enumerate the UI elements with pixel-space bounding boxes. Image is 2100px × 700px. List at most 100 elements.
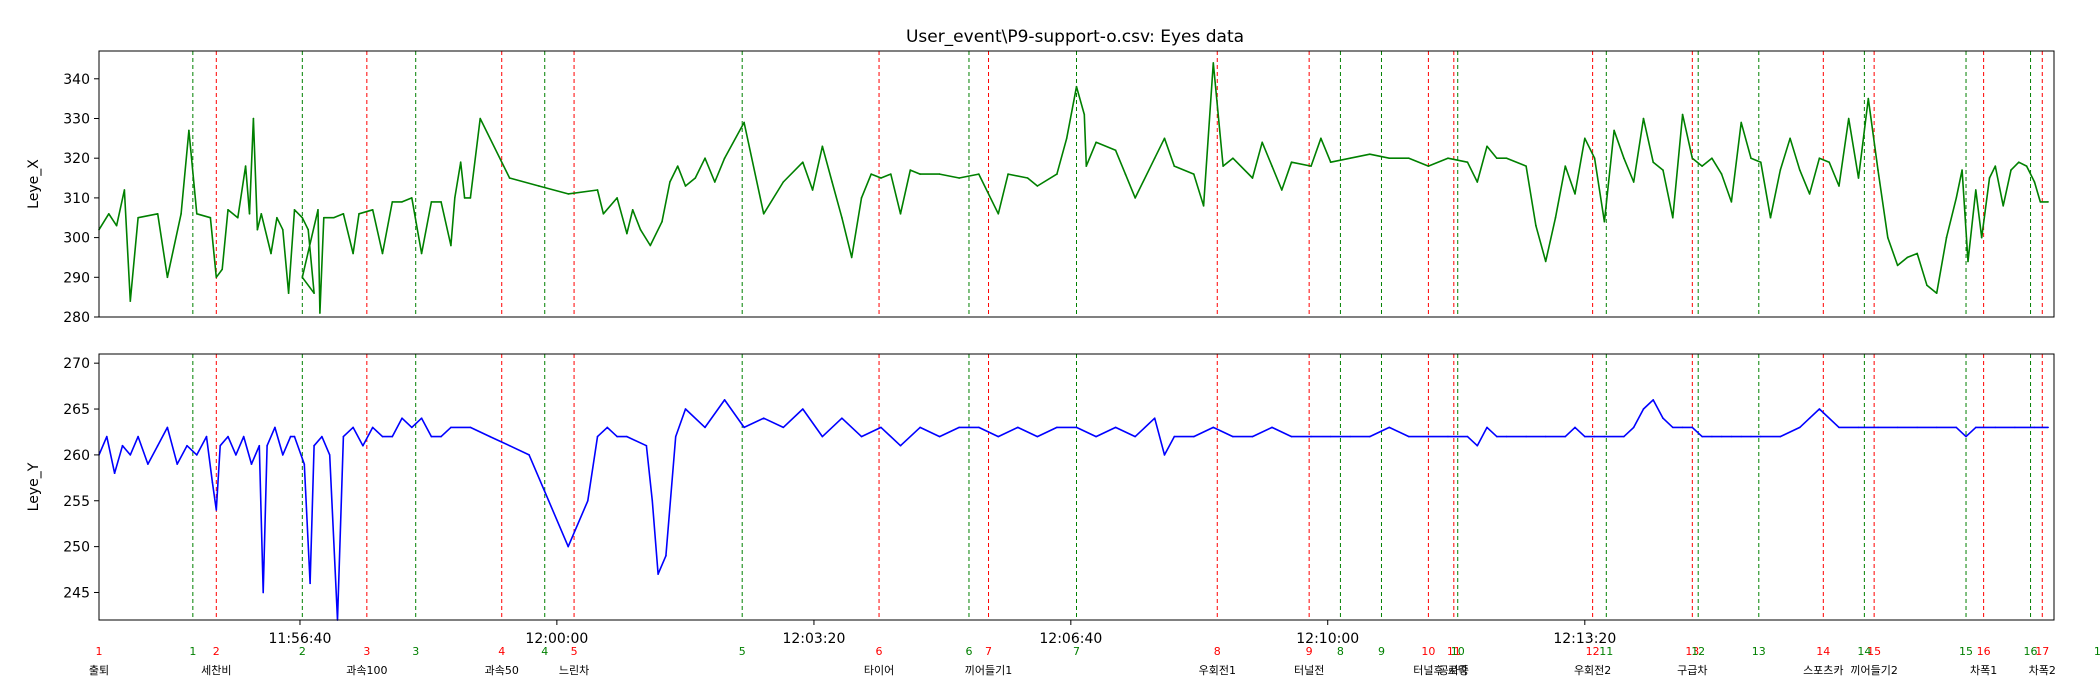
data-point-leye-y-50 xyxy=(567,545,569,548)
data-point-leye-y-34 xyxy=(352,426,354,429)
data-point-leye-y-78 xyxy=(1017,426,1019,429)
data-point-leye-x-99 xyxy=(1124,173,1127,175)
event-number-14-red: 14 xyxy=(1816,645,1830,658)
data-point-leye-y-139 xyxy=(1955,426,1958,429)
data-point-leye-x-8 xyxy=(180,212,182,215)
event-name-28: 끼어들기2 xyxy=(1850,664,1897,677)
data-point-leye-y-75 xyxy=(958,426,960,429)
data-point-leye-x-182 xyxy=(2025,165,2028,167)
data-point-leye-x-119 xyxy=(1388,157,1391,159)
data-point-leye-x-101 xyxy=(1153,157,1156,159)
event-number-7-red: 7 xyxy=(985,645,992,658)
data-point-leye-x-76 xyxy=(841,216,843,219)
data-point-leye-y-60 xyxy=(674,435,677,438)
data-point-leye-y-59 xyxy=(665,554,667,557)
data-point-leye-x-121 xyxy=(1427,165,1430,167)
data-point-leye-y-81 xyxy=(1075,426,1078,429)
event-number-15-green: 15 xyxy=(1959,645,1973,658)
y-axis-label-leye-x: Leye_X xyxy=(26,159,42,209)
data-point-leye-x-183 xyxy=(2033,181,2036,183)
data-point-leye-y-55 xyxy=(626,435,628,438)
data-point-leye-y-140 xyxy=(1965,435,1967,438)
data-point-leye-x-90 xyxy=(1026,177,1029,179)
data-point-leye-y-127 xyxy=(1750,435,1752,438)
data-point-leye-x-177 xyxy=(1988,177,1991,179)
data-point-leye-x-48 xyxy=(463,197,466,199)
data-point-leye-y-136 xyxy=(1896,426,1899,429)
data-point-leye-x-97 xyxy=(1095,141,1097,144)
event-name-6: 과속50 xyxy=(485,664,519,677)
data-point-leye-x-84 xyxy=(919,173,921,175)
event-number-2-red: 2 xyxy=(213,645,220,658)
data-point-leye-x-178 xyxy=(1994,165,1997,167)
data-point-leye-x-57 xyxy=(626,232,628,235)
event-number-10-green: 10 xyxy=(1451,645,1465,658)
data-point-leye-x-126 xyxy=(1496,157,1498,159)
data-point-leye-x-153 xyxy=(1769,216,1772,219)
data-point-leye-x-160 xyxy=(1838,185,1840,187)
y-tick-label-leye-x-280: 280 xyxy=(63,310,90,326)
data-point-leye-y-12 xyxy=(205,435,208,438)
data-point-leye-y-103 xyxy=(1476,444,1479,447)
data-point-leye-y-4 xyxy=(129,454,132,456)
data-point-leye-y-92 xyxy=(1271,426,1273,429)
data-point-leye-y-17 xyxy=(235,454,237,456)
data-point-leye-x-100 xyxy=(1134,197,1136,199)
data-point-leye-x-110 xyxy=(1261,141,1264,144)
event-name-18: 터널후 xyxy=(1413,664,1443,677)
data-point-leye-x-12 xyxy=(215,276,218,279)
data-point-leye-x-59 xyxy=(639,228,642,231)
event-number-4-green: 4 xyxy=(541,645,548,658)
data-point-leye-x-118 xyxy=(1368,153,1371,156)
data-point-leye-x-47 xyxy=(459,161,462,163)
y-tick-label-leye-y-250: 250 xyxy=(63,540,90,556)
data-point-leye-x-161 xyxy=(1847,117,1850,120)
data-point-leye-x-95 xyxy=(1083,113,1086,116)
data-point-leye-y-120 xyxy=(1681,426,1684,429)
data-point-leye-y-2 xyxy=(113,472,116,475)
data-point-leye-x-148 xyxy=(1720,173,1723,175)
data-point-leye-x-15 xyxy=(237,216,239,219)
data-point-leye-x-35 xyxy=(352,252,354,255)
data-point-leye-x-46 xyxy=(454,197,456,199)
data-point-leye-x-180 xyxy=(2010,169,2012,171)
data-point-leye-x-49 xyxy=(469,197,472,199)
event-number-12-red: 12 xyxy=(1586,645,1600,658)
data-point-leye-x-128 xyxy=(1525,165,1527,167)
data-point-leye-y-14 xyxy=(215,509,218,511)
data-point-leye-x-41 xyxy=(411,197,413,199)
data-point-leye-x-132 xyxy=(1564,165,1567,167)
data-point-leye-x-150 xyxy=(1740,121,1742,124)
data-point-leye-y-114 xyxy=(1623,435,1625,438)
event-number-16-red: 16 xyxy=(1977,645,1991,658)
data-point-leye-x-159 xyxy=(1828,161,1830,163)
data-point-leye-x-179 xyxy=(2002,205,2004,207)
data-point-leye-y-101 xyxy=(1447,435,1449,438)
data-point-leye-x-60 xyxy=(649,244,652,247)
data-point-leye-x-146 xyxy=(1701,165,1703,167)
data-point-leye-x-125 xyxy=(1486,145,1488,148)
data-point-leye-x-105 xyxy=(1202,205,1205,207)
data-point-leye-y-49 xyxy=(547,499,550,502)
data-point-leye-x-55 xyxy=(602,212,605,215)
data-point-leye-y-117 xyxy=(1652,399,1655,401)
y-tick-label-leye-y-265: 265 xyxy=(63,402,90,418)
data-point-leye-y-83 xyxy=(1114,426,1117,429)
data-point-leye-y-38 xyxy=(391,435,394,438)
data-point-leye-x-86 xyxy=(958,177,960,179)
data-point-leye-x-26 xyxy=(301,216,304,219)
data-point-leye-x-44 xyxy=(440,201,442,203)
data-point-leye-x-51 xyxy=(508,177,511,179)
data-point-leye-x-112 xyxy=(1280,189,1283,191)
event-name-0: 출퇴 xyxy=(89,664,109,677)
data-point-leye-x-67 xyxy=(714,181,716,183)
data-point-leye-x-1 xyxy=(107,212,110,215)
event-number-11-red: 11 xyxy=(1447,645,1461,658)
data-point-leye-y-65 xyxy=(762,417,765,420)
data-point-leye-y-29 xyxy=(313,444,315,447)
data-point-leye-y-62 xyxy=(704,426,706,429)
data-point-leye-x-22 xyxy=(276,216,278,219)
data-point-leye-x-37 xyxy=(371,209,374,211)
data-point-leye-x-25 xyxy=(293,209,296,211)
data-point-leye-y-30 xyxy=(321,435,323,438)
